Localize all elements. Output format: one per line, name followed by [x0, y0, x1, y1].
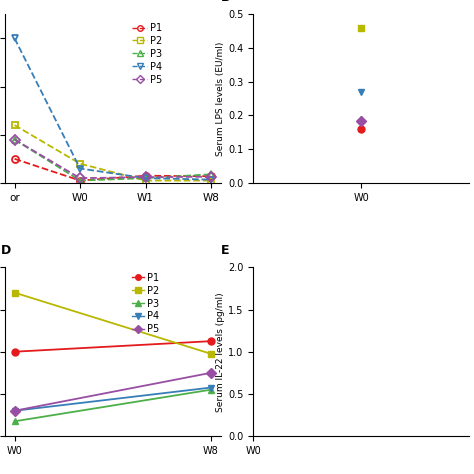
Legend: P1, P2, P3, P4, P5: P1, P2, P3, P4, P5 [128, 19, 166, 89]
Text: E: E [221, 244, 229, 257]
Text: D: D [0, 244, 11, 257]
Text: B: B [221, 0, 230, 4]
Y-axis label: Serum LPS levels (EU/ml): Serum LPS levels (EU/ml) [216, 41, 225, 156]
Legend: P1, P2, P3, P4, P5: P1, P2, P3, P4, P5 [128, 269, 163, 338]
Y-axis label: Serum IL-22 levels (pg/ml): Serum IL-22 levels (pg/ml) [216, 292, 225, 411]
